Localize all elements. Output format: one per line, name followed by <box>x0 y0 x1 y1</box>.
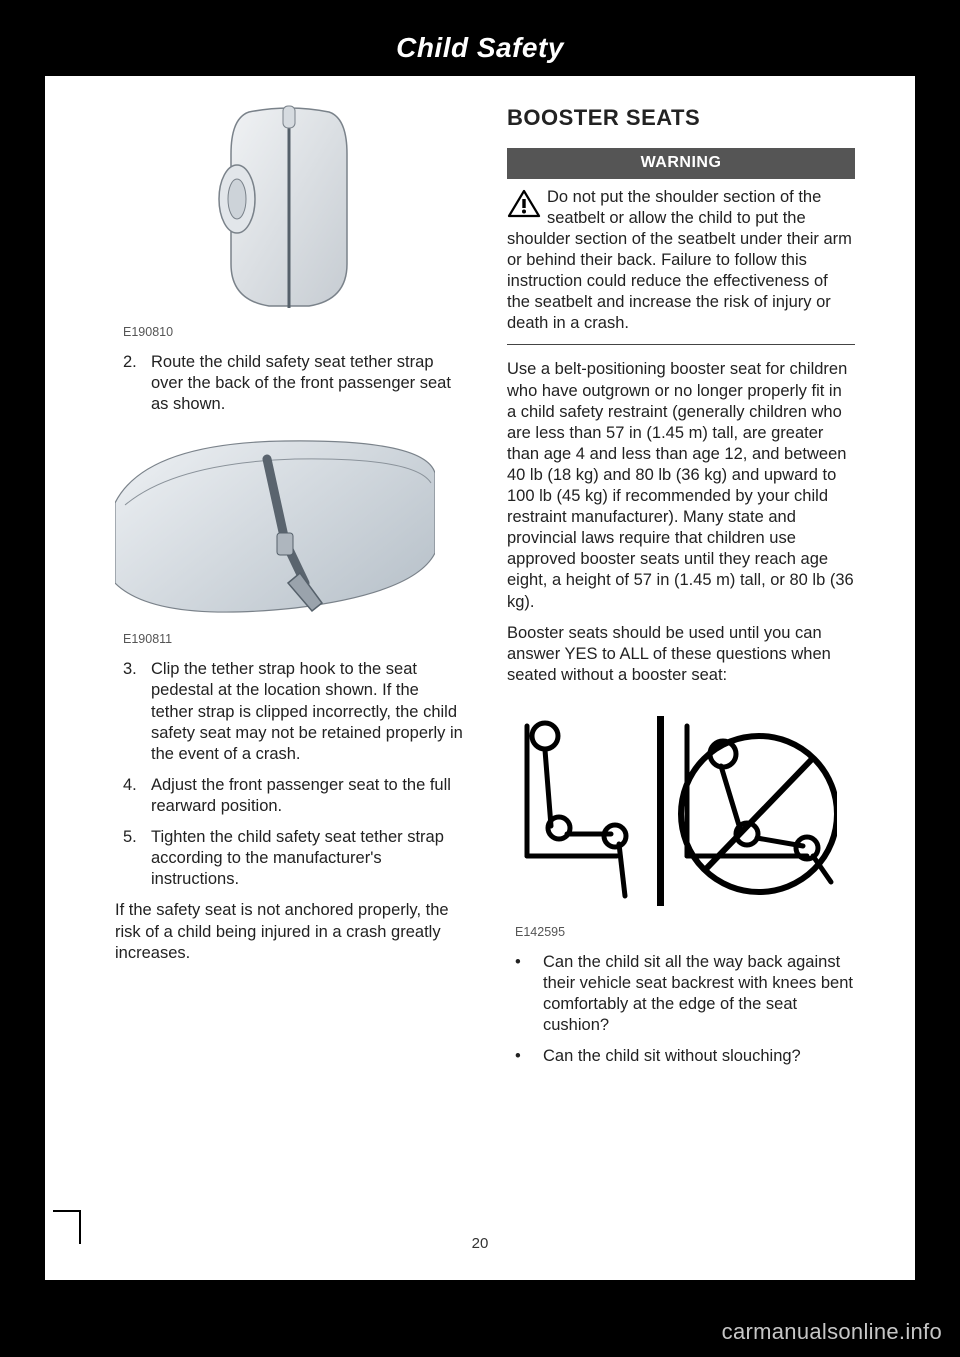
bullet-mark: • <box>515 952 543 1036</box>
seat-back-illustration <box>189 104 389 314</box>
manual-page: Child Safety E1 <box>45 20 915 1280</box>
page-number: 20 <box>45 1235 915 1252</box>
page-edge-tab <box>53 1210 81 1244</box>
figure-tether-clip: E190811 <box>115 425 463 655</box>
step-text: Clip the tether strap hook to the seat p… <box>151 659 463 765</box>
figure-caption: E190810 <box>123 324 173 340</box>
two-column-content: E190810 2. Route the child safety seat t… <box>45 76 915 1098</box>
header-band: Child Safety <box>45 20 915 76</box>
step-number: 3. <box>123 659 151 765</box>
right-column: BOOSTER SEATS WARNING Do not put the sho… <box>507 104 855 1078</box>
step-text: Route the child safety seat tether strap… <box>151 352 463 415</box>
step-4: 4. Adjust the front passenger seat to th… <box>123 775 463 817</box>
step-3: 3. Clip the tether strap hook to the sea… <box>123 659 463 765</box>
step-number: 2. <box>123 352 151 415</box>
figure-booster-posture: E142595 <box>507 696 855 948</box>
step-text: Adjust the front passenger seat to the f… <box>151 775 463 817</box>
step-text: Tighten the child safety seat tether str… <box>151 827 463 890</box>
warning-text: Do not put the shoulder section of the s… <box>507 188 852 333</box>
bullet-question-1: • Can the child sit all the way back aga… <box>515 952 855 1036</box>
step-2: 2. Route the child safety seat tether st… <box>123 352 463 415</box>
warning-triangle-icon <box>507 189 541 219</box>
section-heading-booster: BOOSTER SEATS <box>507 104 855 132</box>
bullet-text: Can the child sit all the way back again… <box>543 952 855 1036</box>
booster-paragraph-1: Use a belt-positioning booster seat for … <box>507 359 855 612</box>
anchor-warning-paragraph: If the safety seat is not anchored prope… <box>115 900 463 963</box>
bullet-mark: • <box>515 1046 543 1067</box>
chapter-title: Child Safety <box>45 32 915 64</box>
watermark-text: carmanualsonline.info <box>722 1319 942 1345</box>
tether-clip-illustration <box>115 433 435 623</box>
figure-seat-back: E190810 <box>115 104 463 348</box>
step-number: 4. <box>123 775 151 817</box>
warning-body: Do not put the shoulder section of the s… <box>507 187 855 346</box>
left-column: E190810 2. Route the child safety seat t… <box>115 104 463 1078</box>
step-5: 5. Tighten the child safety seat tether … <box>123 827 463 890</box>
figure-caption: E142595 <box>515 924 565 940</box>
booster-posture-illustration <box>507 706 837 916</box>
step-number: 5. <box>123 827 151 890</box>
bullet-question-2: • Can the child sit without slouching? <box>515 1046 855 1067</box>
warning-label-bar: WARNING <box>507 148 855 178</box>
bullet-text: Can the child sit without slouching? <box>543 1046 855 1067</box>
booster-paragraph-2: Booster seats should be used until you c… <box>507 623 855 686</box>
figure-caption: E190811 <box>123 631 172 647</box>
